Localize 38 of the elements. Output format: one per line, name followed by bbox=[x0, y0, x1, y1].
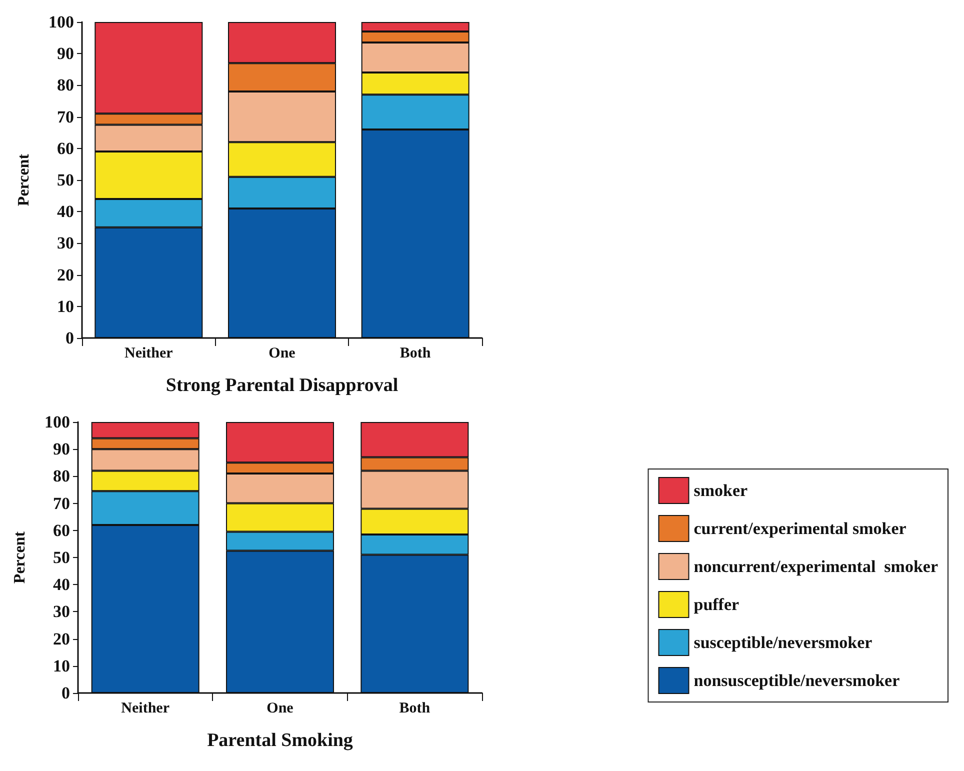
legend-label: susceptible/neversmoker bbox=[694, 633, 873, 652]
legend-label: puffer bbox=[694, 595, 740, 614]
y-tick-label: 20 bbox=[57, 265, 74, 284]
y-tick-label: 50 bbox=[53, 548, 70, 567]
x-axis-title: Parental Smoking bbox=[207, 730, 354, 751]
x-tick-label: Both bbox=[400, 346, 432, 362]
y-tick-label: 90 bbox=[57, 44, 74, 64]
y-tick-label: 30 bbox=[57, 234, 74, 253]
y-tick-label: 80 bbox=[53, 466, 70, 486]
y-tick-label: 0 bbox=[62, 684, 70, 702]
y-tick-label: 30 bbox=[53, 602, 70, 622]
y-tick-label: 10 bbox=[53, 656, 70, 676]
y-tick-label: 90 bbox=[53, 440, 70, 459]
legend-label: noncurrent/experimental smoker bbox=[694, 557, 938, 576]
x-axis-title: Strong Parental Disapproval bbox=[166, 375, 398, 396]
x-tick-label: Neither bbox=[121, 700, 170, 716]
y-tick-label: 20 bbox=[53, 629, 70, 648]
x-tick-label: One bbox=[268, 346, 296, 362]
y-axis-title: Percent bbox=[12, 530, 28, 584]
legend-label: smoker bbox=[694, 481, 748, 500]
legend-label: current/experimental smoker bbox=[694, 519, 907, 538]
y-tick-label: 100 bbox=[44, 412, 70, 432]
y-tick-label: 70 bbox=[53, 494, 70, 513]
y-tick-label: 60 bbox=[57, 138, 74, 158]
x-tick-label: Both bbox=[399, 700, 431, 716]
y-tick-label: 0 bbox=[66, 328, 74, 348]
y-tick-label: 50 bbox=[57, 170, 74, 190]
y-tick-label: 40 bbox=[57, 202, 74, 222]
y-tick-label: 80 bbox=[57, 76, 74, 95]
y-tick-label: 40 bbox=[53, 575, 70, 594]
x-tick-label: One bbox=[266, 700, 294, 716]
y-tick-label: 70 bbox=[57, 107, 74, 126]
y-axis-title: Percent bbox=[16, 153, 32, 206]
legend-label: nonsusceptible/neversmoker bbox=[694, 671, 900, 690]
y-tick-label: 10 bbox=[57, 296, 74, 316]
x-tick-label: Neither bbox=[124, 346, 174, 362]
y-tick-label: 60 bbox=[53, 520, 70, 540]
y-tick-label: 100 bbox=[48, 12, 74, 32]
